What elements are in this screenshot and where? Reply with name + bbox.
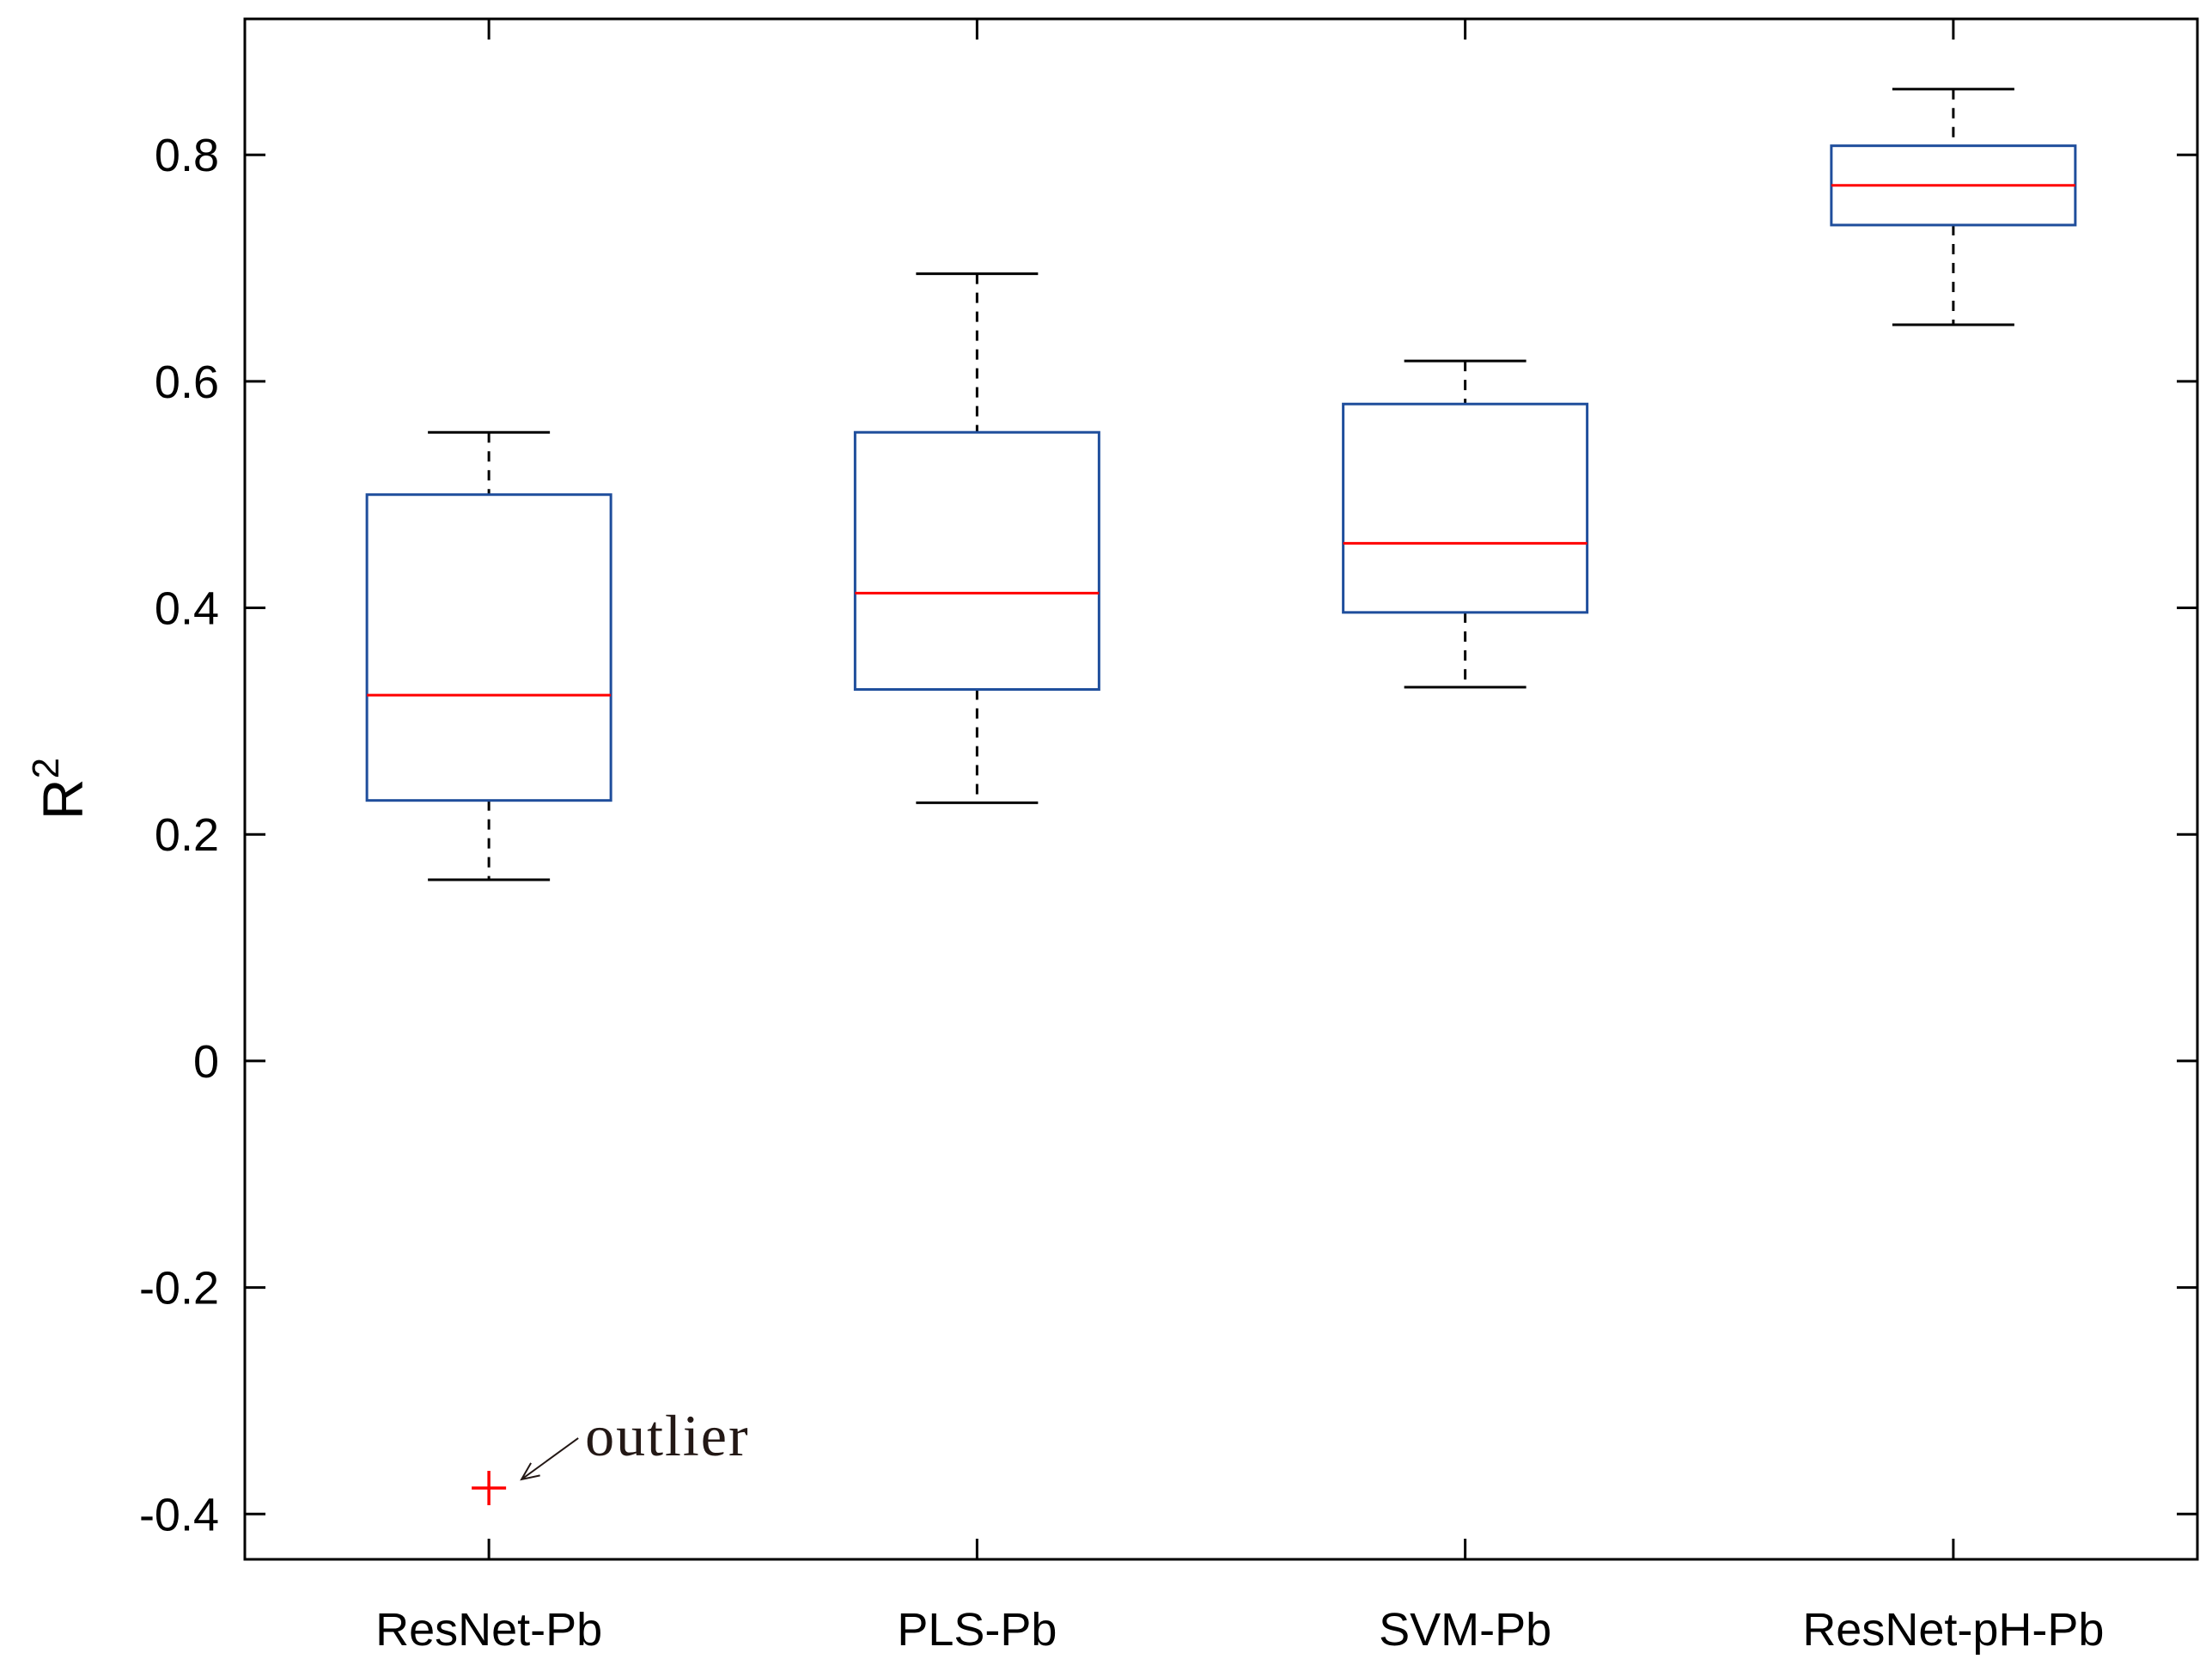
y-axis-label-superscript: 2 bbox=[25, 758, 67, 778]
box bbox=[1342, 402, 1589, 614]
box-group bbox=[1342, 359, 1589, 689]
y-axis-label-base: R bbox=[31, 778, 94, 820]
annotations: outlier bbox=[520, 1403, 750, 1481]
x-tick-label: SVM-Pb bbox=[1379, 1604, 1551, 1656]
x-tick-label: ResNet-Pb bbox=[375, 1604, 602, 1656]
box-group bbox=[853, 272, 1100, 804]
y-tick-label: 0.8 bbox=[155, 130, 219, 181]
y-tick-label: 0 bbox=[193, 1036, 219, 1088]
x-tick-label: PLS-Pb bbox=[897, 1604, 1057, 1656]
y-tick-label: 0.2 bbox=[155, 809, 219, 861]
outlier-marker bbox=[472, 1470, 507, 1505]
y-axis-ticks: -0.4 -0.2 0 0.2 0.4 0.6 0.8 bbox=[139, 130, 2197, 1540]
box bbox=[853, 430, 1100, 691]
y-tick-label: 0.6 bbox=[155, 357, 219, 408]
y-axis-label: R2 bbox=[25, 758, 94, 820]
y-tick-label: -0.2 bbox=[139, 1263, 219, 1314]
annotation-arrow-shaft bbox=[521, 1437, 579, 1480]
x-axis-ticks: ResNet-Pb PLS-Pb SVM-Pb ResNet-pH-Pb bbox=[375, 19, 2104, 1656]
annotation-text: outlier bbox=[585, 1403, 750, 1468]
box-group bbox=[365, 430, 612, 1505]
box bbox=[365, 493, 612, 802]
x-tick-label: ResNet-pH-Pb bbox=[1802, 1604, 2104, 1656]
annotation-arrow-head bbox=[520, 1462, 540, 1481]
plot-area-frame bbox=[243, 17, 2199, 1561]
box-series bbox=[365, 88, 2077, 1505]
box-group bbox=[1830, 88, 2077, 326]
y-tick-label: 0.4 bbox=[155, 583, 219, 635]
y-tick-label: -0.4 bbox=[139, 1489, 219, 1540]
